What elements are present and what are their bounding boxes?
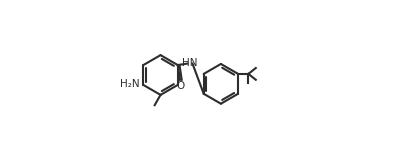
Text: HN: HN	[182, 58, 197, 68]
Text: H₂N: H₂N	[120, 79, 140, 89]
Text: O: O	[177, 81, 185, 91]
